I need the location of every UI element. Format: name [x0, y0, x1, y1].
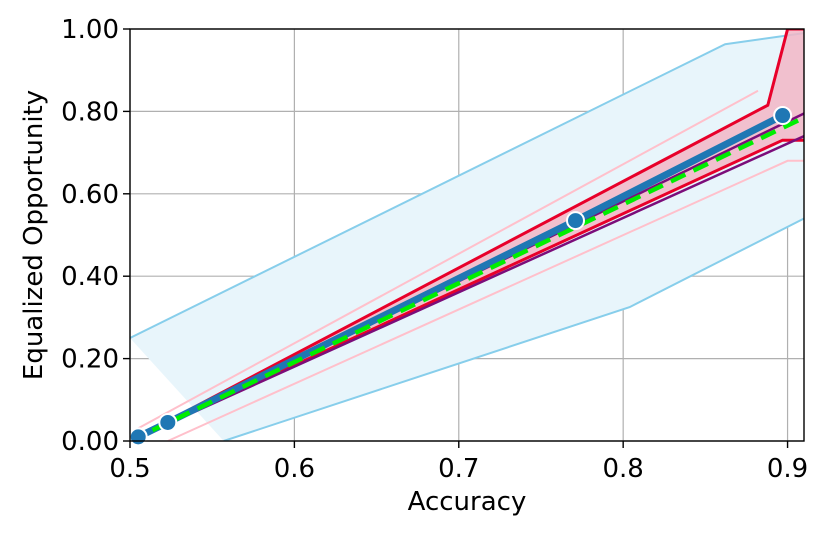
- red-band-upper-edge: [130, 29, 804, 441]
- y-tick-label: 0.80: [61, 97, 119, 127]
- y-tick-label: 0.40: [61, 262, 119, 292]
- x-tick-label: 0.7: [438, 454, 479, 484]
- data-point: [773, 106, 793, 126]
- y-axis-ticks: 0.00 0.20 0.40 0.60 0.80 1.00: [61, 15, 130, 457]
- purple-band-lower-edge: [130, 134, 804, 441]
- pink-band-lower-edge: [167, 159, 804, 441]
- data-point: [128, 427, 148, 447]
- y-tick-label: 1.00: [61, 15, 119, 45]
- x-tick-label: 0.6: [274, 454, 315, 484]
- x-tick-label: 0.8: [602, 454, 643, 484]
- pink-band-upper-edge: [130, 89, 759, 434]
- lines: [130, 112, 804, 441]
- data-point: [158, 412, 178, 432]
- plot-frame: [129, 28, 805, 442]
- x-axis-ticks: 0.5 0.6 0.7 0.8 0.9: [109, 441, 808, 484]
- wide-light-band-fill: [130, 33, 804, 441]
- x-axis-label: Accuracy: [408, 487, 527, 517]
- y-tick-label: 0.60: [61, 180, 119, 210]
- y-tick-label: 0.00: [61, 427, 119, 457]
- y-tick-label: 0.20: [61, 345, 119, 375]
- wide-light-band-lower-edge: [223, 217, 804, 441]
- y-axis-label: Equalized Opportunity: [19, 90, 49, 380]
- data-point: [565, 211, 585, 231]
- x-tick-label: 0.9: [767, 454, 808, 484]
- x-tick-label: 0.5: [109, 454, 150, 484]
- wide-light-band-upper-edge: [130, 32, 804, 339]
- bands: [130, 29, 804, 441]
